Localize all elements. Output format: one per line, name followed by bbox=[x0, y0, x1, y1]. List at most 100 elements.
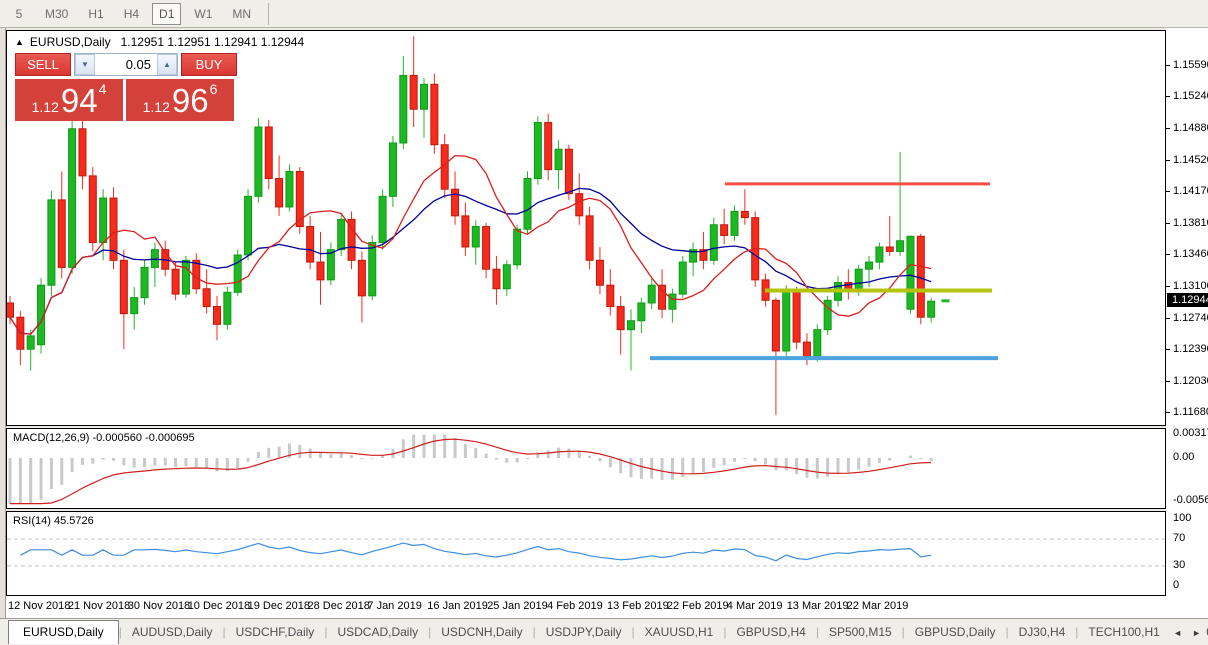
chart-tab-bar: EURUSD,Daily | AUDUSD,Daily | USDCHF,Daily | U… bbox=[0, 618, 1208, 645]
chart-tab-XAUUSD[interactable]: XAUUSD,H1 bbox=[644, 625, 714, 639]
chart-tab-SP500[interactable]: SP500,M15 bbox=[828, 625, 892, 639]
volume-decrease-icon[interactable]: ▼ bbox=[75, 54, 95, 75]
timeframe-button-D1[interactable]: D1 bbox=[152, 2, 182, 25]
macd-scale-label: -0.00566 bbox=[1173, 493, 1208, 506]
date-label: 16 Jan 2019 bbox=[427, 600, 488, 612]
rsi-scale-label: 30 bbox=[1173, 558, 1186, 571]
main-chart-panel[interactable]: ▲ EURUSD,Daily 1.12951 1.12951 1.12941 1… bbox=[6, 30, 1166, 426]
price-axis[interactable]: 1.15590 1.15240 1.14880 1.14520 1.14170 1.138… bbox=[1166, 28, 1208, 618]
date-label: 28 Dec 2018 bbox=[307, 600, 370, 612]
date-label: 25 Jan 2019 bbox=[487, 600, 548, 612]
timeframe-button-M30[interactable]: M30 bbox=[45, 6, 69, 21]
time-axis[interactable]: 12 Nov 2018 21 Nov 2018 30 Nov 2018 10 Dec … bbox=[6, 596, 1208, 618]
buy-price-panel[interactable]: 1.12 96 6 bbox=[126, 79, 234, 121]
tab-scroll-left-icon[interactable]: ◄ bbox=[1173, 627, 1183, 638]
price-tick-mark bbox=[1166, 159, 1170, 161]
rsi-scale-label: 100 bbox=[1173, 512, 1192, 524]
buy-price-prefix: 1.12 bbox=[142, 99, 170, 115]
current-price-badge: 1.12944 bbox=[1167, 292, 1208, 307]
timeframe-button-H1[interactable]: H1 bbox=[88, 6, 104, 21]
date-label: 22 Feb 2019 bbox=[666, 600, 729, 612]
price-tick-label: 1.12390 bbox=[1173, 343, 1208, 356]
date-label: 21 Nov 2018 bbox=[67, 600, 131, 612]
toolbar-separator bbox=[268, 2, 270, 25]
price-tick-label: 1.15240 bbox=[1173, 89, 1208, 102]
date-label: 13 Mar 2019 bbox=[786, 600, 849, 612]
tab-separator: | bbox=[222, 625, 226, 639]
chart-tab-AUDUSD[interactable]: AUDUSD,Daily bbox=[131, 625, 213, 639]
date-label: 12 Nov 2018 bbox=[8, 600, 71, 612]
tab-separator: | bbox=[1075, 625, 1079, 639]
tab-separator: | bbox=[118, 625, 122, 639]
rsi-panel[interactable]: RSI(14) 45.5726 bbox=[6, 511, 1166, 596]
chart-tab-GBPUSD[interactable]: GBPUSD,Daily bbox=[914, 625, 996, 639]
price-tick-label: 1.15590 bbox=[1173, 58, 1208, 71]
sell-price-main: 94 bbox=[60, 82, 98, 119]
chart-header: ▲ EURUSD,Daily 1.12951 1.12951 1.12941 1… bbox=[15, 35, 304, 49]
tab-separator: | bbox=[815, 625, 819, 639]
macd-label: MACD(12,26,9) -0.000560 -0.000695 bbox=[13, 432, 195, 444]
rsi-scale-label: 70 bbox=[1173, 532, 1186, 545]
volume-input[interactable]: 0.05 bbox=[125, 57, 151, 72]
date-label: 22 Mar 2019 bbox=[846, 600, 909, 612]
macd-scale-label: 0.00 bbox=[1173, 451, 1195, 463]
tab-scroll-right-icon[interactable]: ► bbox=[1192, 627, 1201, 638]
collapse-triangle-icon[interactable]: ▲ bbox=[15, 37, 24, 47]
one-click-trading-widget: SELL ▼ 0.05 ▲ BUY 1.12 94 4 1.12 96 6 bbox=[15, 53, 237, 121]
timeframe-button-W1[interactable]: W1 bbox=[194, 6, 213, 21]
date-label: 13 Feb 2019 bbox=[607, 600, 669, 612]
price-tick-mark bbox=[1166, 381, 1170, 383]
macd-chart[interactable] bbox=[7, 429, 1165, 508]
price-tick-mark bbox=[1166, 222, 1170, 224]
buy-price-pip: 6 bbox=[209, 81, 218, 97]
price-tick-mark bbox=[1166, 253, 1170, 255]
price-tick-label: 1.14520 bbox=[1173, 153, 1208, 166]
date-label: 7 Jan 2019 bbox=[367, 600, 422, 612]
sell-price-prefix: 1.12 bbox=[31, 99, 59, 115]
price-tick-mark bbox=[1166, 64, 1170, 66]
price-tick-label: 1.12030 bbox=[1173, 375, 1208, 388]
buy-price-main: 96 bbox=[171, 82, 209, 119]
chart-symbol-title: EURUSD,Daily bbox=[29, 35, 111, 49]
price-tick-label: 1.14880 bbox=[1173, 121, 1208, 134]
chart-tab-TECH100[interactable]: TECH100,H1 bbox=[1088, 625, 1160, 639]
chart-tab-USDJPY[interactable]: USDJPY,Daily bbox=[545, 625, 622, 639]
tab-separator: | bbox=[901, 625, 905, 639]
timeframe-button-5[interactable]: 5 bbox=[15, 6, 23, 21]
price-tick-label: 1.14170 bbox=[1173, 184, 1208, 197]
price-tick-label: 1.13810 bbox=[1173, 216, 1208, 229]
chart-tab-DJ30[interactable]: DJ30,H4 bbox=[1018, 625, 1066, 639]
macd-panel[interactable]: MACD(12,26,9) -0.000560 -0.000695 bbox=[6, 428, 1166, 509]
price-tick-label: 1.13460 bbox=[1173, 247, 1208, 260]
price-tick-mark bbox=[1166, 349, 1170, 351]
volume-increase-icon[interactable]: ▲ bbox=[157, 54, 177, 75]
rsi-scale-label: 0 bbox=[1173, 579, 1180, 591]
tab-separator: | bbox=[324, 625, 328, 639]
price-tick-mark bbox=[1166, 317, 1170, 319]
buy-button[interactable]: BUY bbox=[181, 53, 237, 76]
tab-separator: | bbox=[532, 625, 536, 639]
chart-tab-USDCAD[interactable]: USDCAD,Daily bbox=[337, 625, 419, 639]
rsi-chart[interactable] bbox=[7, 512, 1165, 595]
chart-tab-GBPUSD[interactable]: GBPUSD,H4 bbox=[736, 625, 806, 639]
timeframe-button-MN[interactable]: MN bbox=[232, 6, 252, 21]
price-tick-mark bbox=[1166, 95, 1170, 97]
chart-tab-USDCNH[interactable]: USDCNH,Daily bbox=[441, 625, 523, 639]
sell-button[interactable]: SELL bbox=[15, 53, 71, 76]
chart-tab-USDCHF[interactable]: USDCHF,Daily bbox=[235, 625, 315, 639]
sell-price-pip: 4 bbox=[98, 81, 107, 97]
price-tick-mark bbox=[1166, 190, 1170, 192]
price-tick-mark bbox=[1166, 127, 1170, 129]
price-tick-label: 1.11680 bbox=[1173, 406, 1208, 419]
candlestick-chart[interactable] bbox=[7, 31, 1167, 425]
price-tick-mark bbox=[1166, 285, 1170, 287]
chart-ohlc-values: 1.12951 1.12951 1.12941 1.12944 bbox=[120, 35, 305, 49]
sell-price-panel[interactable]: 1.12 94 4 bbox=[15, 79, 123, 121]
price-tick-label: 1.13100 bbox=[1173, 279, 1208, 292]
date-label: 30 Nov 2018 bbox=[127, 600, 191, 612]
date-label: 4 Mar 2019 bbox=[726, 600, 783, 612]
timeframe-button-H4[interactable]: H4 bbox=[123, 6, 140, 21]
price-tick-label: 1.12740 bbox=[1173, 311, 1208, 324]
tab-scroll-arrows: ◄ ► bbox=[1164, 619, 1206, 645]
chart-tab-EURUSD[interactable]: EURUSD,Daily bbox=[8, 620, 119, 644]
